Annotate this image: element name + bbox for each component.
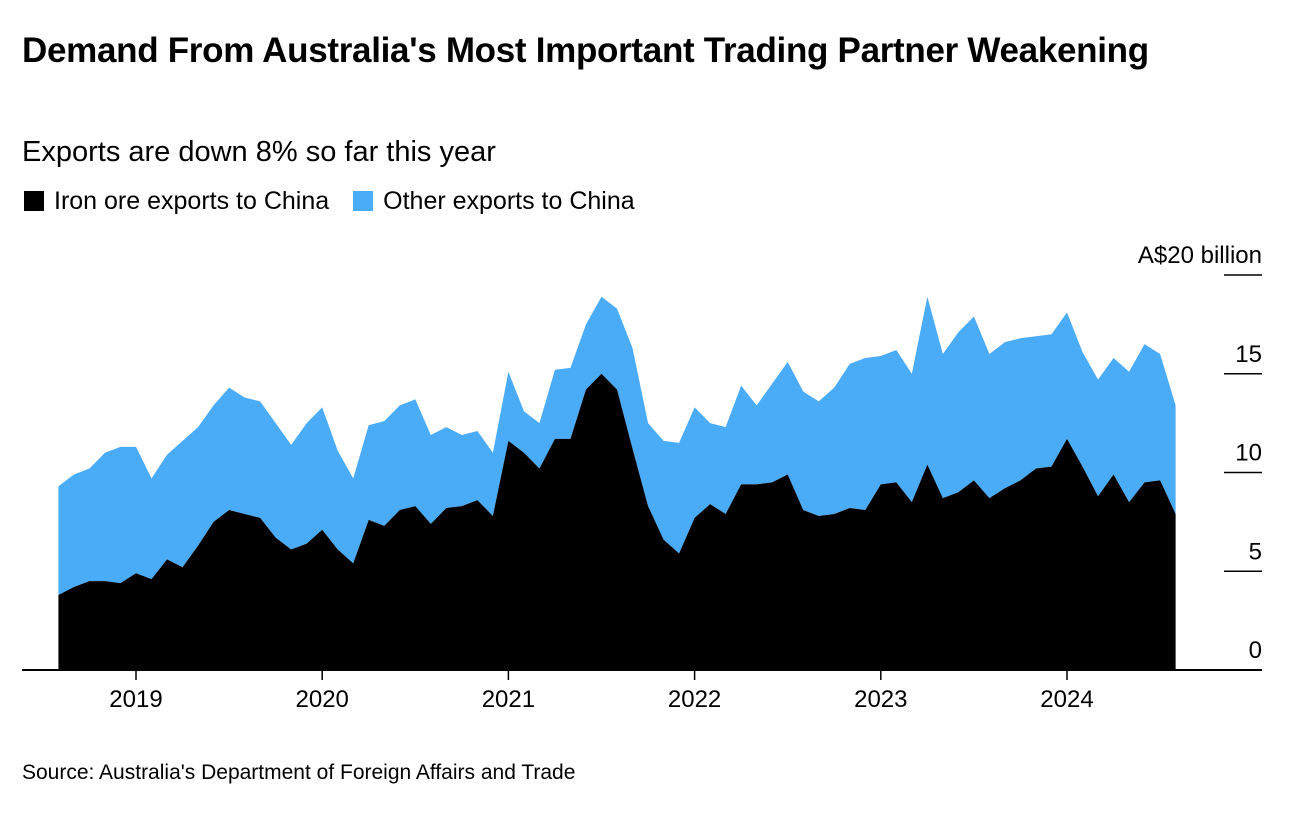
x-tick-label: 2023 [854, 686, 907, 713]
legend-swatch-other [353, 191, 374, 211]
x-tick-label: 2022 [668, 686, 721, 713]
y-tick-label: 0 [1249, 637, 1262, 664]
chart-subtitle: Exports are down 8% so far this year [22, 136, 496, 168]
y-tick-label: 10 [1235, 440, 1262, 467]
area-iron-ore-exports [58, 373, 1176, 670]
area-other-exports [58, 296, 1176, 595]
x-tick-label: 2020 [296, 686, 349, 713]
y-tick-label: A$20 billion [1138, 242, 1262, 269]
chart-title: Demand From Australia's Most Important T… [22, 31, 1149, 70]
x-tick-label: 2021 [482, 686, 535, 713]
source-note: Source: Australia's Department of Foreig… [22, 761, 576, 784]
x-tick-label: 2024 [1040, 686, 1093, 713]
legend-item-other: Other exports to China [353, 186, 635, 216]
legend-label-iron-ore: Iron ore exports to China [54, 187, 330, 215]
y-tick-label: 15 [1235, 341, 1262, 368]
legend-item-iron-ore: Iron ore exports to China [24, 186, 329, 216]
y-tick-label: 5 [1249, 538, 1262, 565]
legend-swatch-iron-ore [24, 191, 44, 211]
x-tick-label: 2019 [109, 686, 162, 713]
legend: Iron ore exports to China Other exports … [24, 186, 659, 216]
legend-label-other: Other exports to China [383, 187, 635, 215]
